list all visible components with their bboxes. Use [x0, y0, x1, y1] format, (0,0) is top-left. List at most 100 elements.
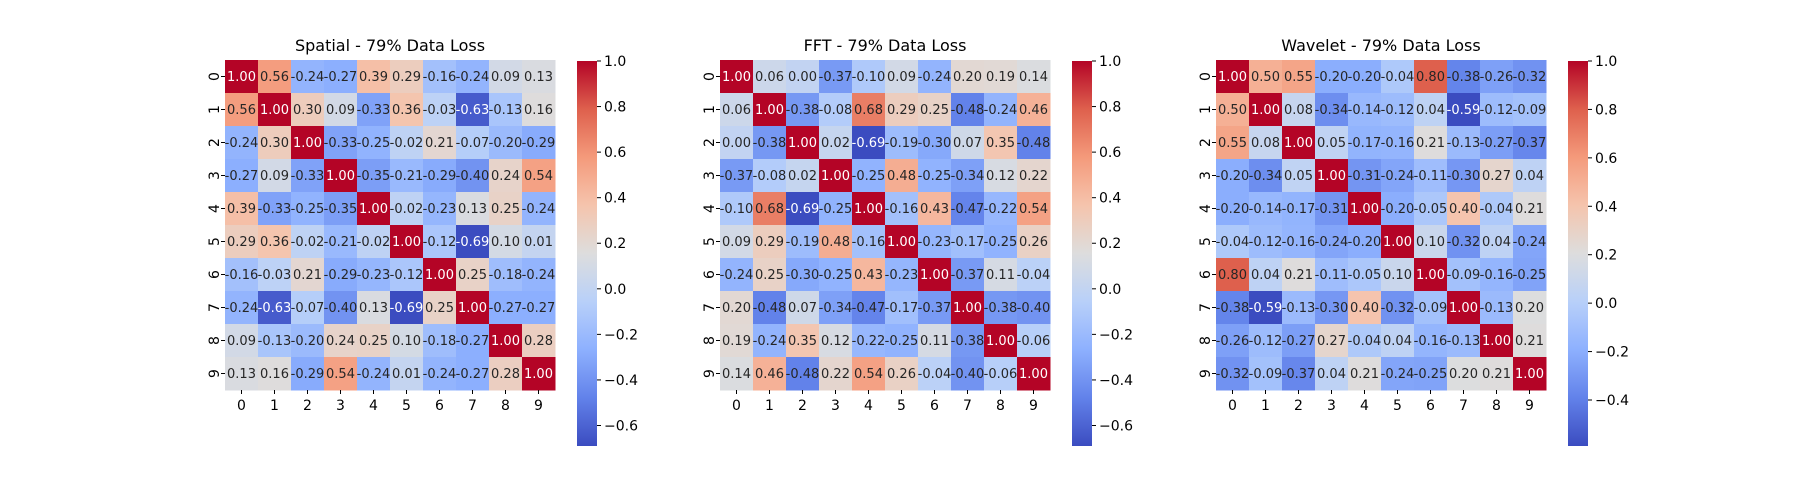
cell-value-label: 0.25 — [359, 334, 388, 349]
heatmap-cell — [819, 60, 853, 94]
heatmap-cell — [390, 60, 424, 94]
colorbar-tick-label: 0.8 — [604, 100, 626, 116]
cell-value-label: 0.27 — [1482, 169, 1511, 184]
chart-title: FFT - 79% Data Loss — [804, 36, 967, 55]
cell-value-label: 0.08 — [1251, 136, 1280, 151]
cell-value-label: 1.00 — [920, 268, 949, 283]
x-tick-label: 9 — [1525, 398, 1534, 414]
heatmap-cell — [918, 159, 952, 193]
cell-value-label: 0.09 — [260, 169, 289, 184]
cell-value-label: 1.00 — [491, 334, 520, 349]
cell-value-label: 0.02 — [788, 169, 817, 184]
cell-value-label: 0.54 — [1019, 202, 1048, 217]
cell-value-label: -0.06 — [984, 367, 1018, 382]
heatmap-cell — [984, 126, 1018, 160]
cell-value-label: 0.22 — [821, 367, 850, 382]
heatmap-cell — [984, 159, 1018, 193]
heatmap-cell — [1315, 324, 1349, 358]
cell-value-label: -0.16 — [1381, 136, 1415, 151]
cell-value-label: 0.13 — [227, 367, 256, 382]
cell-value-label: -0.33 — [258, 202, 292, 217]
cell-value-label: -0.09 — [1447, 268, 1481, 283]
cell-value-label: 1.00 — [458, 301, 487, 316]
colorbar-tick-label: 0.0 — [1099, 282, 1121, 298]
heatmap-cell — [1381, 225, 1415, 259]
colorbar-tick-label: 0.4 — [1595, 199, 1617, 215]
heatmap-cell — [819, 192, 853, 226]
cell-value-label: -0.24 — [1315, 235, 1349, 250]
cell-value-label: 1.00 — [1350, 202, 1379, 217]
cell-value-label: 0.30 — [293, 103, 322, 118]
heatmap-cell — [819, 93, 853, 127]
heatmap-cell — [1381, 126, 1415, 160]
heatmap-cell — [258, 93, 292, 127]
cell-value-label: -0.24 — [357, 367, 391, 382]
heatmap-cell — [1513, 291, 1547, 325]
cell-value-label: 0.21 — [1416, 136, 1445, 151]
cell-value-label: -0.24 — [1381, 169, 1415, 184]
cell-value-label: 1.00 — [1317, 169, 1346, 184]
heatmap-cell — [786, 93, 820, 127]
heatmap-cell — [786, 357, 820, 391]
heatmap-cell — [390, 192, 424, 226]
heatmap-cell — [1414, 93, 1448, 127]
y-tick-label: 4 — [702, 204, 718, 213]
cell-value-label: 1.00 — [1482, 334, 1511, 349]
cell-value-label: -0.22 — [984, 202, 1018, 217]
heatmap-cell — [1249, 225, 1283, 259]
cell-value-label: 1.00 — [1284, 136, 1313, 151]
heatmap-cell — [1414, 159, 1448, 193]
cell-value-label: 0.43 — [854, 268, 883, 283]
colorbar — [577, 61, 597, 446]
heatmap-cell — [456, 324, 490, 358]
cell-value-label: -0.04 — [1348, 334, 1382, 349]
cell-value-label: -0.40 — [456, 169, 490, 184]
heatmap-cell — [522, 291, 556, 325]
heatmap-cell — [1447, 324, 1481, 358]
cell-value-label: -0.38 — [753, 136, 787, 151]
heatmap-cell — [720, 324, 754, 358]
cell-value-label: 0.04 — [1251, 268, 1280, 283]
heatmap-cell — [1513, 324, 1547, 358]
heatmap-cell — [357, 357, 391, 391]
heatmap-cell — [291, 225, 325, 259]
cell-value-label: 0.29 — [755, 235, 784, 250]
y-tick-label: 2 — [702, 138, 718, 147]
colorbar-tick-label: 0.4 — [1099, 191, 1121, 207]
heatmap-cell — [324, 291, 358, 325]
cell-value-label: 0.20 — [1449, 367, 1478, 382]
cell-value-label: -0.24 — [720, 268, 754, 283]
cell-value-label: -0.10 — [720, 202, 754, 217]
heatmap-cell — [1216, 159, 1250, 193]
heatmap-cell — [1348, 357, 1382, 391]
heatmap-cell — [918, 93, 952, 127]
cell-value-label: -0.24 — [1381, 367, 1415, 382]
cell-value-label: -0.17 — [1282, 202, 1316, 217]
heatmap-cell — [852, 192, 886, 226]
cell-value-label: -0.08 — [819, 103, 853, 118]
heatmap-cell — [852, 258, 886, 292]
heatmap-cell — [522, 258, 556, 292]
cell-value-label: -0.25 — [819, 202, 853, 217]
heatmap-cell — [1017, 291, 1051, 325]
heatmap-cell — [456, 126, 490, 160]
cell-value-label: 1.00 — [854, 202, 883, 217]
colorbar-tick-label: 0.0 — [604, 282, 626, 298]
cell-value-label: 1.00 — [392, 235, 421, 250]
cell-value-label: 0.54 — [854, 367, 883, 382]
heatmap-cell — [258, 258, 292, 292]
cell-value-label: 1.00 — [359, 202, 388, 217]
x-tick-label: 4 — [369, 398, 378, 414]
heatmap-cell — [522, 60, 556, 94]
heatmap-cell — [1447, 357, 1481, 391]
x-tick-label: 8 — [1492, 398, 1501, 414]
heatmap-cell — [819, 225, 853, 259]
cell-value-label: -0.20 — [1348, 235, 1382, 250]
cell-value-label: 0.04 — [1383, 334, 1412, 349]
cell-value-label: -0.17 — [1348, 136, 1382, 151]
heatmap-cell — [786, 258, 820, 292]
heatmap-cell — [1315, 258, 1349, 292]
y-tick-label: 3 — [702, 171, 718, 180]
heatmap-cell — [1348, 291, 1382, 325]
cell-value-label: 0.04 — [1482, 235, 1511, 250]
